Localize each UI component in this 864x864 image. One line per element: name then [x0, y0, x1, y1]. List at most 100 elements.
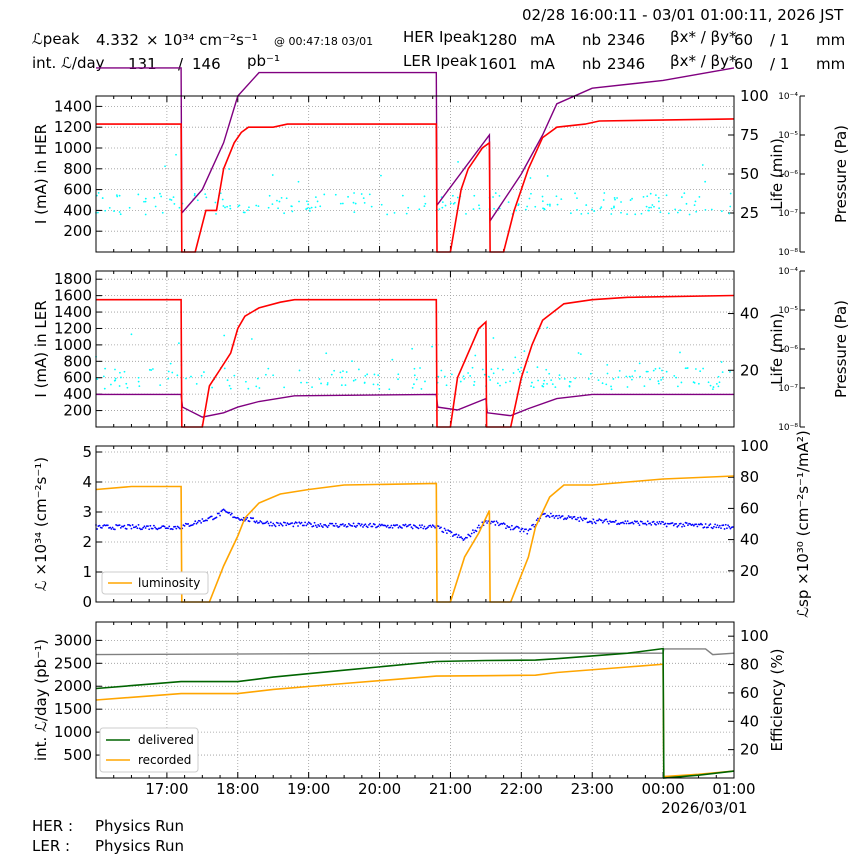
- specific-point: [409, 523, 412, 526]
- specific-point: [118, 524, 121, 527]
- specific-point: [685, 522, 688, 524]
- specific-point: [206, 519, 208, 522]
- pressure-point: [441, 201, 444, 204]
- her-ipeak-label: HER Ipeak: [403, 28, 480, 46]
- pressure-point: [297, 180, 300, 183]
- y2-tick-label: 100: [740, 87, 769, 105]
- x-tick-label: 21:00: [429, 780, 472, 798]
- y2-tick-label: 100: [740, 627, 769, 645]
- specific-point: [187, 523, 190, 525]
- pressure-point: [576, 197, 578, 200]
- specific-point: [681, 525, 683, 528]
- pressure-point: [658, 367, 661, 370]
- specific-point: [444, 529, 447, 532]
- pressure-point: [215, 212, 217, 215]
- specific-point: [518, 527, 520, 529]
- specific-point: [316, 526, 318, 529]
- specific-point: [142, 526, 145, 529]
- pressure-point: [364, 374, 367, 377]
- specific-point: [414, 524, 416, 527]
- pressure-point: [306, 200, 308, 203]
- legend-label-luminosity: luminosity: [138, 576, 200, 590]
- specific-point: [516, 525, 519, 528]
- pressure-point: [646, 370, 649, 373]
- specific-point: [555, 514, 558, 517]
- specific-point: [493, 520, 496, 523]
- pressure-point: [463, 377, 466, 380]
- pressure-point: [229, 387, 232, 390]
- specific-point: [284, 521, 286, 524]
- specific-point: [297, 525, 299, 527]
- pressure-point: [143, 200, 145, 203]
- specific-point: [494, 524, 497, 526]
- specific-point: [636, 520, 639, 523]
- pressure-point: [532, 386, 535, 389]
- specific-point: [601, 521, 604, 524]
- specific-point: [711, 527, 714, 530]
- legend-label-recorded: recorded: [138, 753, 191, 767]
- specific-point: [267, 522, 270, 525]
- pressure-point: [97, 191, 100, 194]
- pressure-point: [472, 208, 475, 211]
- specific-point: [152, 524, 155, 527]
- intl-label: int. ℒ/day: [32, 54, 105, 72]
- pressure-point: [471, 366, 474, 369]
- y-tick-label: 1400: [54, 303, 92, 321]
- pressure-point: [543, 208, 546, 211]
- y2-tick-label: 60: [740, 684, 759, 702]
- ler-run-status: Physics Run: [95, 837, 185, 855]
- pressure-point: [280, 196, 283, 199]
- pressure-point: [344, 384, 347, 386]
- specific-point: [191, 523, 194, 526]
- specific-point: [457, 534, 460, 537]
- pressure-point: [128, 206, 131, 209]
- specific-point: [427, 526, 429, 529]
- pressure-point: [729, 370, 731, 373]
- pressure-point: [591, 208, 593, 211]
- specific-point: [692, 524, 695, 527]
- specific-point: [695, 523, 698, 526]
- pressure-point: [493, 207, 495, 210]
- ler-nb-label: nb: [582, 55, 602, 73]
- y-tick-label: 0: [82, 593, 92, 611]
- pressure-point: [420, 388, 423, 390]
- specific-point: [535, 519, 538, 522]
- pressure-point: [104, 367, 107, 370]
- pressure-point: [718, 381, 721, 384]
- specific-point: [384, 524, 387, 527]
- pressure-point: [431, 345, 433, 348]
- pressure-point: [462, 375, 465, 378]
- pressure-point: [631, 375, 634, 378]
- y2-tick-label: 40: [740, 305, 759, 323]
- y-tick-label: 400: [63, 385, 92, 403]
- specific-point: [591, 522, 594, 525]
- pressure-point: [541, 200, 544, 203]
- pressure-point: [469, 375, 472, 377]
- specific-point: [144, 527, 147, 529]
- lpeak-unit: × 10³⁴ cm⁻²s⁻¹: [146, 31, 258, 49]
- pressure-point: [424, 380, 426, 383]
- specific-point: [571, 517, 574, 520]
- specific-point: [567, 515, 570, 517]
- pressure-point: [653, 205, 655, 208]
- specific-point: [549, 512, 552, 515]
- pressure-point: [352, 379, 355, 382]
- specific-point: [624, 520, 627, 523]
- pressure-point: [555, 195, 558, 198]
- pressure-point: [456, 196, 459, 199]
- pressure-point: [311, 386, 313, 389]
- pressure-point: [667, 212, 670, 215]
- lpeak-label: ℒpeak: [32, 30, 80, 48]
- specific-point: [168, 525, 171, 528]
- y-tick-label: 2: [82, 533, 92, 551]
- pressure-point: [473, 194, 476, 197]
- specific-point: [547, 514, 550, 517]
- specific-point: [657, 522, 660, 525]
- pressure-point: [673, 374, 676, 377]
- pressure-point: [474, 354, 477, 357]
- pressure-point: [492, 196, 494, 198]
- specific-point: [111, 526, 114, 529]
- specific-point: [369, 522, 372, 525]
- specific-point: [253, 520, 256, 523]
- pressure-point: [314, 206, 317, 209]
